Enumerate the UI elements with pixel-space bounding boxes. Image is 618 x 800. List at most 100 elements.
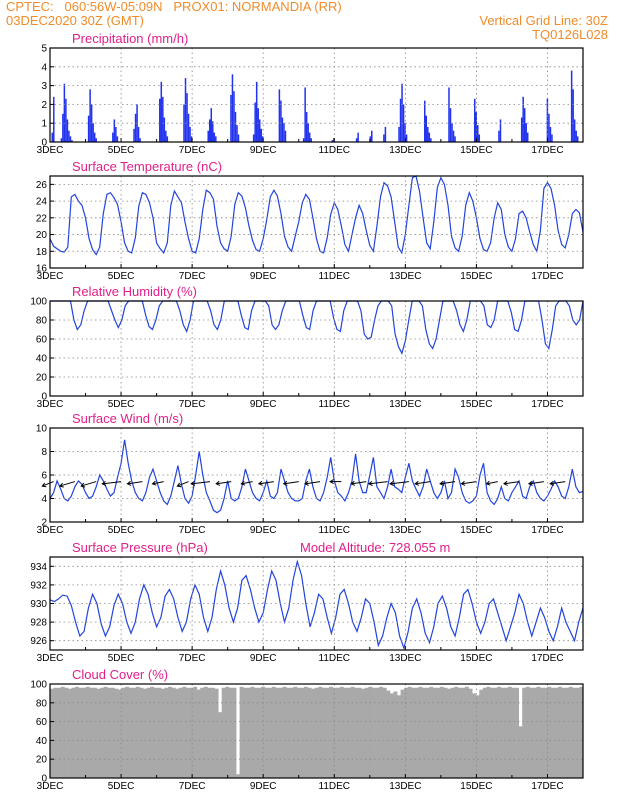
cloud-bar bbox=[268, 687, 273, 778]
precip-bar bbox=[162, 96, 164, 142]
y-tick-label: 80 bbox=[36, 316, 48, 327]
wind-vector bbox=[257, 480, 274, 486]
cloud-bar bbox=[175, 688, 180, 778]
cloud-bar bbox=[343, 687, 348, 778]
cloud-bar bbox=[100, 687, 105, 778]
precip-bar bbox=[401, 83, 403, 142]
cloud-bar bbox=[418, 686, 423, 778]
cloud-bar bbox=[67, 688, 72, 778]
cloud-bar bbox=[110, 687, 115, 778]
x-tick-label: 9DEC bbox=[250, 781, 277, 792]
y-tick-label: 8 bbox=[41, 447, 47, 458]
precip-bar bbox=[252, 134, 255, 142]
precip-bar bbox=[477, 125, 479, 142]
precip-bar bbox=[525, 123, 527, 142]
cloud-bar bbox=[450, 687, 455, 778]
precip-bar bbox=[573, 119, 576, 142]
y-tick-label: 926 bbox=[30, 636, 47, 647]
cloud-bar bbox=[572, 687, 577, 778]
cloud-bar bbox=[303, 686, 308, 778]
cloud-bar bbox=[354, 687, 359, 778]
cloud-bar bbox=[193, 686, 198, 778]
cloud-bar bbox=[89, 687, 94, 778]
precip-bar bbox=[331, 140, 334, 142]
x-tick-label: 13DEC bbox=[389, 145, 421, 156]
precip-bar bbox=[304, 87, 306, 142]
cloud-bar bbox=[515, 687, 520, 778]
cloud-bar bbox=[364, 687, 369, 778]
header-line1: CPTEC: 060:56W-05:09N PROX01: NORMANDIA … bbox=[6, 0, 342, 14]
precip-bar bbox=[305, 111, 308, 142]
cloud-bar bbox=[239, 686, 244, 778]
cloud-bar bbox=[182, 686, 187, 778]
y-tick-label: 100 bbox=[30, 680, 47, 691]
y-tick-label: 60 bbox=[36, 717, 48, 728]
cloud-bar bbox=[486, 686, 491, 778]
cloud-bar bbox=[82, 687, 87, 778]
cloud-bar bbox=[389, 693, 394, 778]
precip-bar bbox=[53, 96, 55, 142]
precip-bar bbox=[65, 98, 67, 142]
x-tick-label: 3DEC bbox=[37, 145, 64, 156]
cloud-bar bbox=[543, 687, 548, 778]
precip-bar bbox=[210, 108, 213, 142]
wind-vector bbox=[58, 481, 76, 488]
wind-vector bbox=[414, 480, 431, 486]
precip-bar bbox=[548, 113, 550, 142]
x-tick-label: 3DEC bbox=[37, 399, 64, 410]
y-tick-label: 6 bbox=[41, 471, 47, 482]
cloud-bar bbox=[203, 686, 208, 778]
cloud-bar bbox=[228, 687, 233, 778]
precip-bar bbox=[236, 125, 238, 142]
series-line bbox=[50, 300, 584, 355]
precip-bar bbox=[165, 130, 167, 142]
panel-5: Surface Pressure (hPa) Model Altitude: 72… bbox=[30, 540, 584, 664]
precip-bar bbox=[89, 89, 91, 142]
precip-bar bbox=[51, 132, 54, 142]
precip-bar bbox=[281, 117, 284, 142]
precip-bar bbox=[212, 121, 214, 142]
cloud-bar bbox=[250, 686, 255, 778]
cloud-bar bbox=[350, 686, 355, 778]
cloud-bar bbox=[325, 687, 330, 778]
panel-4: Surface Wind (m/s) 3DEC 5DEC 7DEC 9DEC 11DEC 1… bbox=[36, 411, 584, 536]
cloud-bar bbox=[507, 686, 512, 778]
precip-bar bbox=[163, 117, 166, 142]
cloud-bar bbox=[114, 688, 119, 778]
y-tick-label: 934 bbox=[30, 562, 47, 573]
cloud-bar bbox=[457, 687, 462, 778]
y-tick-label: 0 bbox=[41, 138, 47, 149]
x-tick-label: 7DEC bbox=[179, 271, 206, 282]
cloud-bar bbox=[132, 687, 137, 778]
x-tick-label: 15DEC bbox=[460, 145, 492, 156]
precip-bar bbox=[302, 138, 305, 142]
wind-vector bbox=[101, 480, 122, 486]
x-tick-label: 9DEC bbox=[250, 525, 277, 536]
cloud-bar bbox=[135, 686, 140, 778]
cloud-bar bbox=[393, 691, 398, 778]
x-tick-label: 11DEC bbox=[319, 399, 351, 410]
x-tick-label: 17DEC bbox=[531, 781, 563, 792]
precip-bar bbox=[402, 104, 405, 142]
precip-bar bbox=[424, 100, 426, 142]
series-line bbox=[49, 559, 584, 651]
cloud-bar bbox=[164, 687, 169, 778]
cloud-bar bbox=[540, 687, 545, 778]
cloud-bar bbox=[60, 686, 65, 778]
y-tick-label: 2 bbox=[41, 100, 47, 111]
cloud-bar bbox=[361, 688, 366, 778]
precip-bar bbox=[475, 111, 477, 142]
y-tick-label: 20 bbox=[36, 230, 48, 241]
cloud-bar bbox=[346, 687, 351, 778]
cloud-bar bbox=[121, 687, 126, 778]
y-tick-label: 4 bbox=[41, 62, 47, 73]
cloud-bar bbox=[185, 687, 190, 778]
precip-bar bbox=[60, 138, 63, 142]
cloud-bar bbox=[57, 687, 62, 778]
cloud-bar bbox=[236, 774, 240, 778]
x-tick-label: 13DEC bbox=[389, 781, 421, 792]
x-tick-label: 5DEC bbox=[108, 781, 135, 792]
precip-bar bbox=[237, 134, 240, 142]
cloud-bar bbox=[85, 686, 90, 778]
precip-bar bbox=[116, 136, 119, 142]
